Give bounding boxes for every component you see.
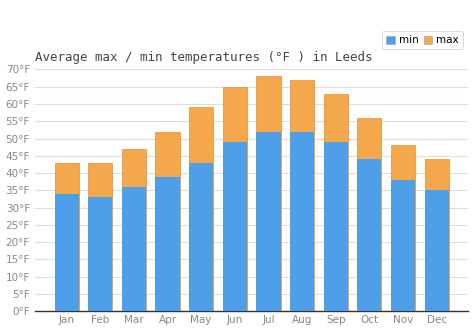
Bar	[324, 94, 348, 311]
Bar	[55, 163, 79, 311]
Bar	[122, 149, 146, 311]
Bar	[88, 197, 112, 311]
Bar	[425, 190, 449, 311]
Bar	[357, 159, 382, 311]
Bar	[223, 87, 247, 311]
Bar	[391, 180, 415, 311]
Bar	[290, 132, 314, 311]
Bar	[256, 132, 281, 311]
Text: Average max / min temperatures (°F ) in Leeds: Average max / min temperatures (°F ) in …	[35, 51, 372, 64]
Bar	[357, 118, 382, 311]
Legend: min, max: min, max	[383, 31, 463, 49]
Bar	[88, 163, 112, 311]
Bar	[122, 187, 146, 311]
Bar	[223, 142, 247, 311]
Bar	[391, 145, 415, 311]
Bar	[55, 194, 79, 311]
Bar	[290, 80, 314, 311]
Bar	[189, 107, 213, 311]
Bar	[425, 159, 449, 311]
Bar	[189, 163, 213, 311]
Bar	[155, 176, 180, 311]
Bar	[256, 76, 281, 311]
Bar	[155, 132, 180, 311]
Bar	[324, 142, 348, 311]
